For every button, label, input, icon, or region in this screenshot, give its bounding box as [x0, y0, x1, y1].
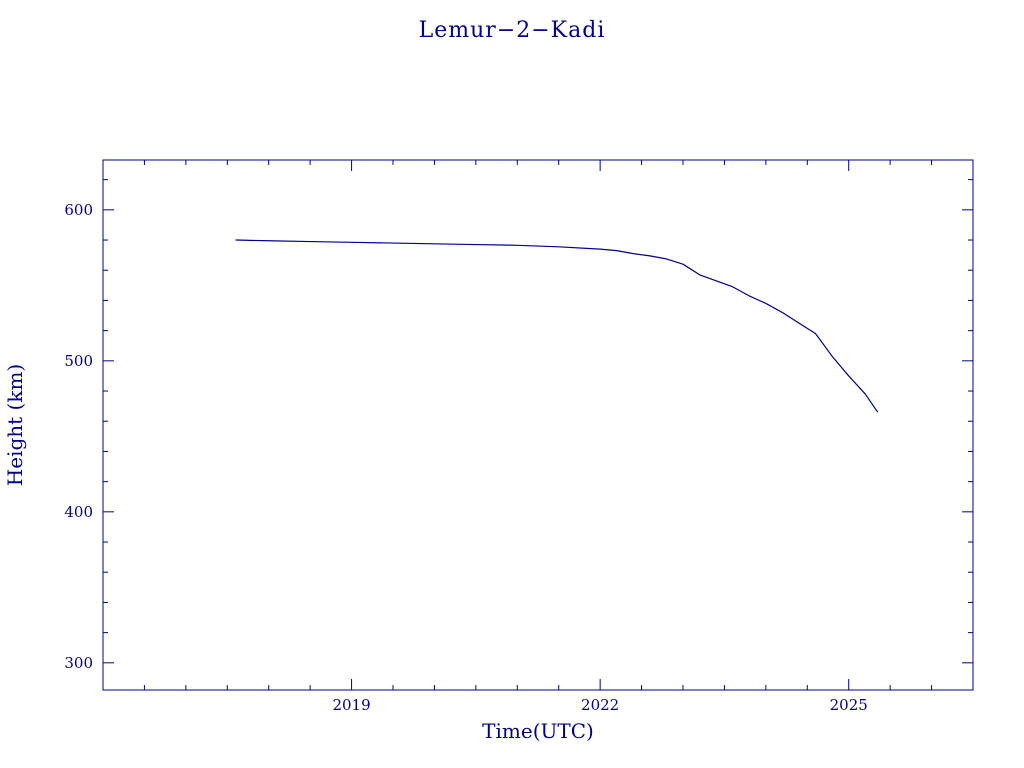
series-layer: [235, 239, 879, 413]
y-tick-label: 600: [64, 201, 93, 219]
major-ticks: [103, 160, 973, 690]
x-tick-label: 2019: [332, 696, 370, 714]
x-axis-label: Time(UTC): [482, 719, 594, 743]
y-axis-label: Height (km): [3, 364, 27, 486]
tick-labels: 2019 2022 2025 300 400 500 600: [64, 201, 867, 714]
chart-title: Lemur−2−Kadi: [419, 18, 606, 43]
y-tick-label: 400: [64, 503, 93, 521]
y-tick-label: 300: [64, 654, 93, 672]
x-tick-label: 2025: [830, 696, 868, 714]
plot-frame: [102, 159, 974, 691]
y-tick-label: 500: [64, 352, 93, 370]
minor-ticks: [102, 160, 974, 690]
x-tick-label: 2022: [581, 696, 619, 714]
series-line: [235, 239, 879, 413]
